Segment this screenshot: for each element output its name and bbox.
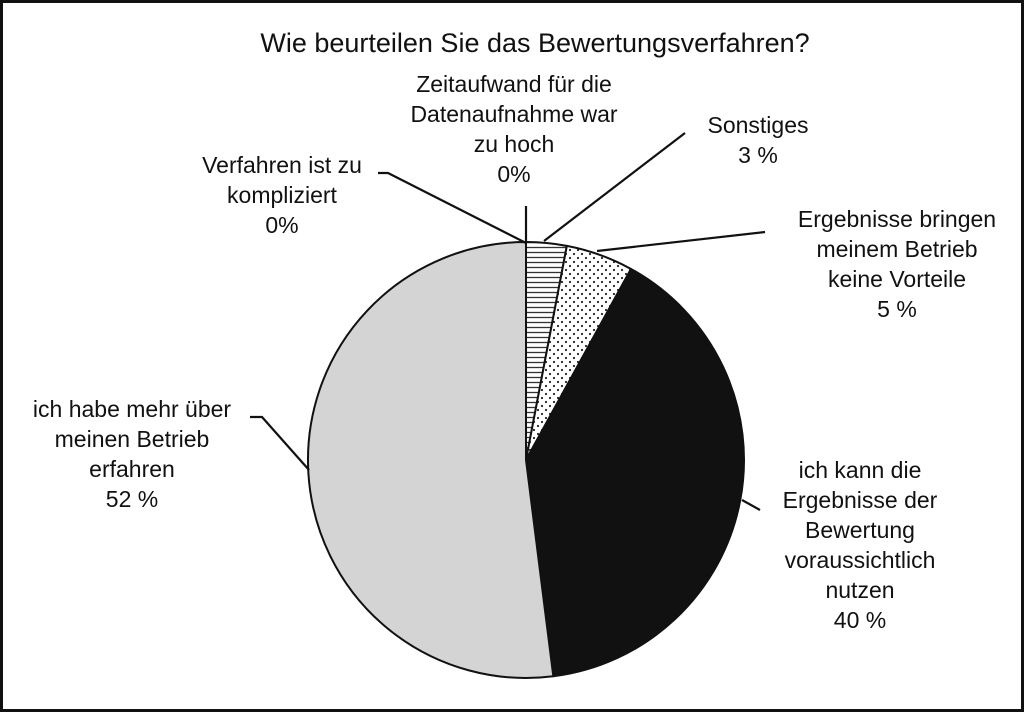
slice-value-label: 52 % [106, 486, 158, 512]
slice-category-label: meinen Betrieb [55, 426, 210, 452]
chart-title: Wie beurteilen Sie das Bewertungsverfahr… [260, 28, 809, 58]
slice-category-label: Zeitaufwand für die [416, 71, 612, 97]
slice-category-label: Ergebnisse der [783, 487, 938, 513]
slice-value-label: 40 % [834, 607, 886, 633]
leader-line [741, 499, 761, 511]
slice-category-label: ich kann die [799, 457, 922, 483]
slice-category-label: Ergebnisse bringen [798, 206, 996, 232]
pie-slice [306, 241, 555, 679]
leader-line [378, 171, 527, 244]
slice-value-label: 3 % [738, 142, 778, 168]
slice-category-label: nutzen [825, 577, 894, 603]
slice-category-label: erfahren [89, 456, 175, 482]
pie-slice [525, 267, 745, 678]
leader-line [250, 415, 310, 471]
slice-value-label: 5 % [877, 296, 917, 322]
slice-category-label: Datenaufnahme war [410, 101, 617, 127]
slice-category-label: Sonstiges [707, 112, 808, 138]
slice-category-label: meinem Betrieb [816, 236, 977, 262]
slice-category-label: kompliziert [227, 182, 338, 208]
slice-category-label: Bewertung [805, 517, 915, 543]
slice-value-label: 0% [265, 212, 298, 238]
leader-line [596, 230, 766, 253]
slice-category-label: ich habe mehr über [33, 396, 232, 422]
slice-category-label: zu hoch [474, 131, 555, 157]
slice-category-label: Verfahren ist zu [202, 152, 362, 178]
slice-category-label: voraussichtlich [785, 547, 936, 573]
slice-category-label: keine Vorteile [828, 266, 966, 292]
leader-line [543, 132, 686, 242]
slice-value-label: 0% [497, 161, 530, 187]
